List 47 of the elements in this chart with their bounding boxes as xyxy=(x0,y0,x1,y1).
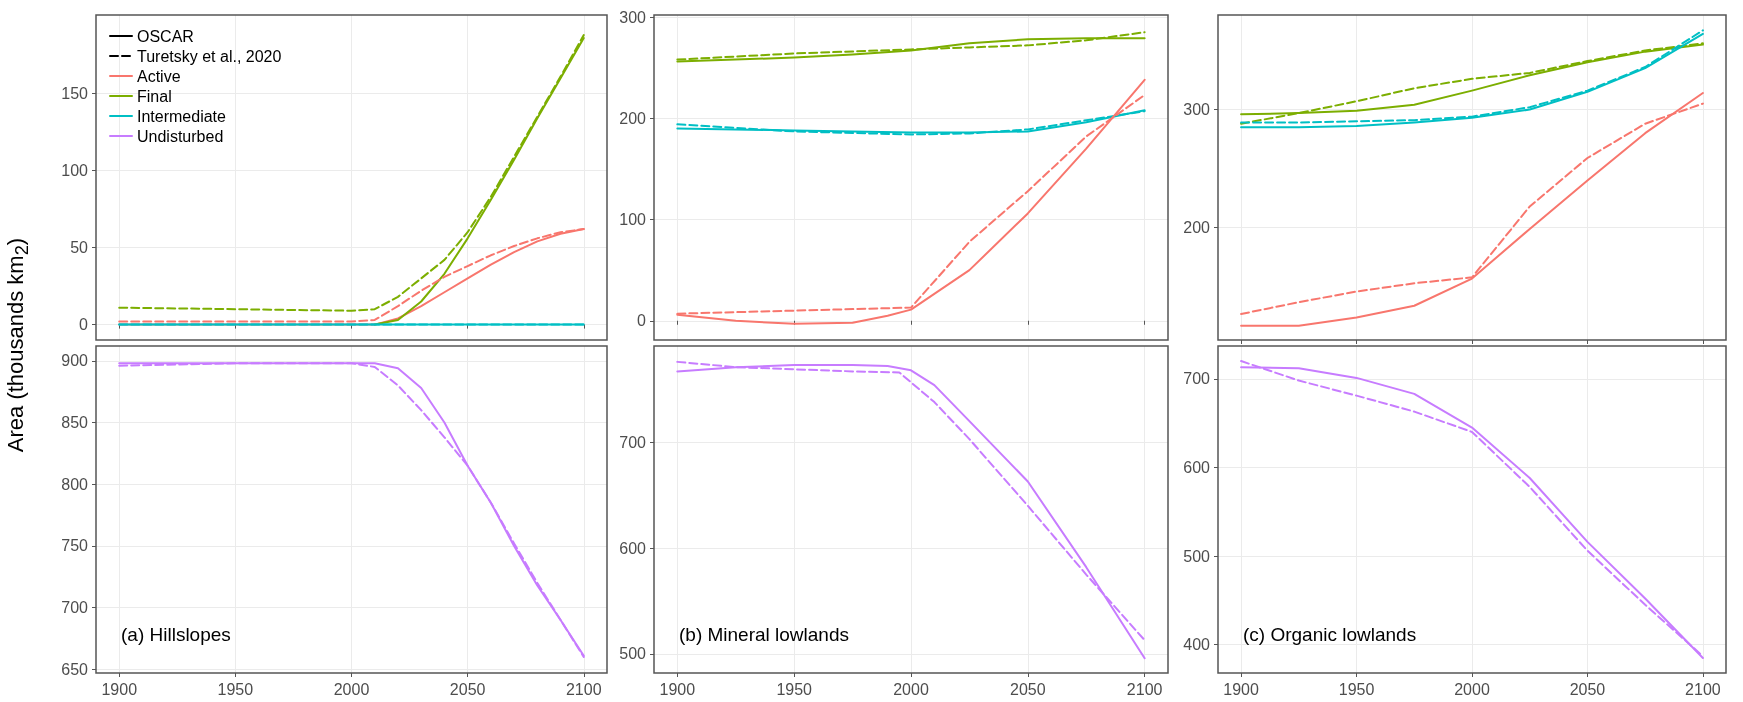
x-tick-label: 2100 xyxy=(1685,680,1721,698)
y-tick-label: 500 xyxy=(1183,547,1211,565)
annotation: (c) Organic lowlands xyxy=(1243,624,1417,645)
x-tick-label: 2000 xyxy=(333,680,370,698)
x-tick-label: 1950 xyxy=(217,680,254,698)
x-tick-label: 2050 xyxy=(1569,680,1606,698)
x-tick-label: 2050 xyxy=(449,680,486,698)
y-tick-label: 850 xyxy=(61,414,89,432)
x-tick-label: 1950 xyxy=(1338,680,1375,698)
legend-label: Turetsky et al., 2020 xyxy=(137,47,282,65)
y-tick-label: 150 xyxy=(61,85,89,103)
x-tick-label: 2000 xyxy=(1454,680,1490,698)
annotation: (b) Mineral lowlands xyxy=(679,624,850,645)
y-tick-label: 50 xyxy=(70,239,89,257)
y-tick-label: 600 xyxy=(619,539,647,557)
y-tick-label: 500 xyxy=(619,645,647,663)
y-tick-label: 600 xyxy=(1183,458,1211,476)
x-tick-label: 2100 xyxy=(565,680,602,698)
legend-label: Active xyxy=(137,67,181,85)
y-tick-label: 300 xyxy=(619,8,647,26)
y-tick-label: 100 xyxy=(61,162,89,180)
y-tick-label: 0 xyxy=(79,316,89,334)
y-tick-label: 200 xyxy=(1183,219,1211,237)
x-tick-label: 1900 xyxy=(1223,680,1259,698)
x-tick-label: 1950 xyxy=(776,680,813,698)
y-tick-label: 0 xyxy=(637,312,647,330)
legend-label: Undisturbed xyxy=(137,127,224,145)
legend-label: OSCAR xyxy=(137,27,194,45)
legend-label: Final xyxy=(137,87,172,105)
y-tick-label: 700 xyxy=(1183,370,1211,388)
x-tick-label: 2100 xyxy=(1126,680,1163,698)
y-tick-label: 650 xyxy=(61,660,89,678)
y-tick-label: 700 xyxy=(619,433,647,451)
x-tick-label: 2050 xyxy=(1010,680,1046,698)
y-tick-label: 100 xyxy=(619,211,647,229)
y-tick-label: 200 xyxy=(619,109,647,127)
y-tick-label: 700 xyxy=(61,599,89,617)
legend-label: Intermediate xyxy=(137,107,227,125)
y-tick-label: 800 xyxy=(61,475,89,493)
y-tick-label: 900 xyxy=(61,352,89,370)
x-tick-label: 1900 xyxy=(101,680,138,698)
x-tick-label: 1900 xyxy=(659,680,696,698)
x-tick-label: 2000 xyxy=(893,680,929,698)
y-tick-label: 300 xyxy=(1183,101,1211,119)
annotation: (a) Hillslopes xyxy=(121,624,231,645)
y-tick-label: 750 xyxy=(61,537,89,555)
y-tick-label: 400 xyxy=(1183,636,1211,654)
